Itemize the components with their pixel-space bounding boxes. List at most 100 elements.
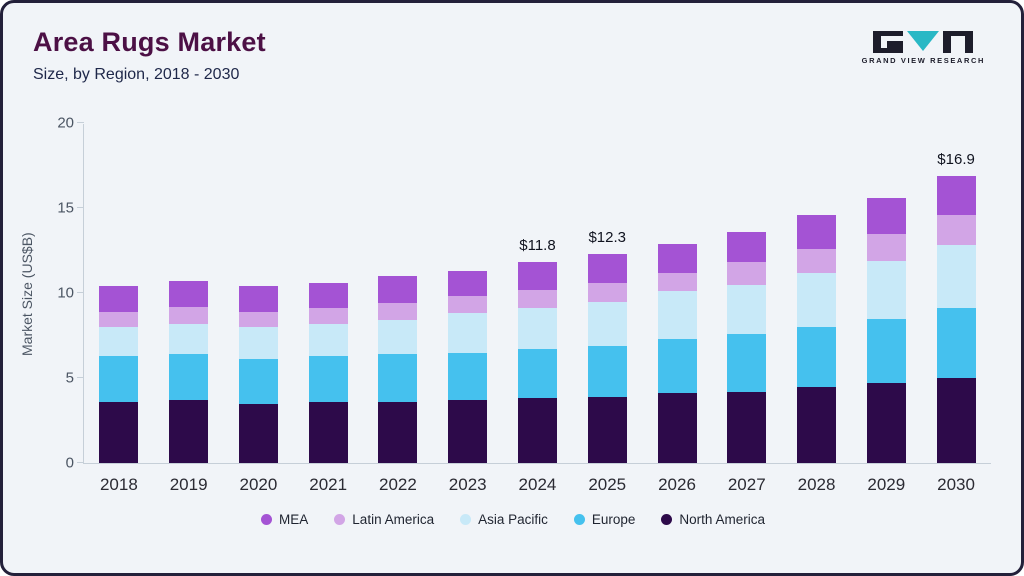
y-tick-label-5: 5 [65,369,74,387]
logo-text: GRAND VIEW RESEARCH [861,56,985,65]
stacked-bar-2021 [308,282,348,463]
bar-segment-north-america-2021 [308,401,348,463]
legend-item-europe: Europe [573,512,636,527]
bar-segment-europe-2028 [797,327,837,387]
legend-label-latin-america: Latin America [352,512,435,527]
header: Area Rugs Market Size, by Region, 2018 -… [3,3,1021,84]
stacked-bar-2030 [936,175,976,463]
bar-segment-north-america-2023 [448,400,488,463]
bar-segment-north-america-2030 [936,378,976,463]
bar-segment-mea-2027 [727,231,767,263]
bar-segment-europe-2030 [936,308,976,378]
title-block: Area Rugs Market Size, by Region, 2018 -… [33,27,266,84]
plot-column: 0 5 10 15 20 2018 2019 2020 2021 2022 2023 $11.8 202… [35,98,991,527]
bar-2029: 2029 [866,197,906,494]
bar-segment-north-america-2024 [517,398,557,463]
bar-segment-asia-pacific-2025 [587,301,627,346]
stacked-bar-2020 [238,286,278,463]
y-tick-label-0: 0 [65,454,74,472]
bar-segment-asia-pacific-2020 [238,327,278,360]
legend-dot-latin-america [334,514,346,525]
legend-label-mea: MEA [279,512,309,527]
x-tick-label-2020: 2020 [239,475,278,494]
x-tick-label-2026: 2026 [658,475,696,494]
x-tick-label-2019: 2019 [169,475,208,494]
bar-segment-latin-america-2028 [797,248,837,273]
bar-segment-latin-america-2025 [587,282,627,302]
bar-segment-asia-pacific-2029 [866,260,906,319]
legend-label-europe: Europe [591,512,636,527]
stacked-bar-2024 [517,262,557,463]
bar-segment-north-america-2022 [378,401,418,463]
bar-segment-mea-2022 [378,276,418,304]
bar-2020: 2020 [238,286,278,494]
bar-segment-mea-2029 [866,197,906,234]
bars-container: 2018 2019 2020 2021 2022 2023 $11.8 2024 $12.3 20… [84,124,991,494]
bar-segment-latin-america-2019 [169,306,209,324]
bar-segment-europe-2029 [866,318,906,384]
legend: MEA Latin America Asia Pacific Europe North … [35,512,991,527]
y-tick-mark-15 [77,207,84,208]
legend-item-mea: MEA [261,512,308,527]
bar-segment-asia-pacific-2022 [378,320,418,355]
bar-segment-latin-america-2023 [448,296,488,314]
bar-segment-mea-2023 [448,270,488,297]
bar-segment-europe-2018 [99,355,139,402]
legend-dot-asia-pacific [460,514,472,525]
bar-segment-asia-pacific-2019 [169,323,209,355]
stacked-bar-2028 [797,214,837,463]
bar-2019: 2019 [169,281,209,494]
legend-label-asia-pacific: Asia Pacific [478,512,548,527]
bar-segment-north-america-2026 [657,393,697,463]
bar-segment-north-america-2027 [727,391,767,463]
y-tick-mark-0 [77,462,84,463]
bar-segment-north-america-2029 [866,383,906,463]
plot-area: 0 5 10 15 20 2018 2019 2020 2021 2022 2023 $11.8 202… [57,115,991,494]
bar-2023: 2023 [448,270,488,494]
bar-segment-latin-america-2026 [657,272,697,292]
x-tick-label-2022: 2022 [379,475,417,494]
bar-segment-mea-2028 [797,214,837,249]
x-tick-label-2028: 2028 [797,475,836,494]
legend-item-latin-america: Latin America [334,512,434,527]
bar-2024: $11.8 2024 [517,237,557,494]
page-title: Area Rugs Market [33,27,266,57]
stacked-bar-2027 [727,231,767,463]
bar-segment-latin-america-2030 [936,214,976,246]
bar-segment-europe-2027 [727,333,767,392]
stacked-bar-2022 [378,276,418,463]
y-tick-mark-5 [77,377,84,378]
legend-label-north-america: North America [679,512,765,527]
bar-segment-asia-pacific-2030 [936,245,976,309]
bar-segment-latin-america-2018 [99,311,139,328]
x-tick-label-2030: 2030 [937,475,975,494]
bar-segment-asia-pacific-2018 [99,327,139,356]
bar-segment-north-america-2020 [238,403,278,463]
bar-segment-europe-2021 [308,355,348,402]
legend-dot-north-america [661,514,673,525]
y-tick-label-20: 20 [57,114,74,132]
bar-2018: 2018 [99,286,139,494]
x-tick-label-2024: 2024 [518,475,557,494]
y-tick-label-15: 15 [57,199,74,217]
x-tick-label-2021: 2021 [309,475,348,494]
x-tick-label-2023: 2023 [448,475,487,494]
bar-segment-north-america-2028 [797,386,837,463]
bar-segment-asia-pacific-2021 [308,323,348,356]
bar-segment-mea-2026 [657,243,697,273]
y-tick-mark-10 [77,292,84,293]
bar-2022: 2022 [378,276,418,494]
bar-segment-latin-america-2024 [517,289,557,309]
bar-segment-europe-2019 [169,354,209,401]
bar-segment-latin-america-2029 [866,233,906,261]
bar-segment-mea-2018 [99,286,139,312]
bar-segment-asia-pacific-2026 [657,291,697,339]
legend-dot-mea [261,514,273,525]
stacked-bar-2018 [99,286,139,463]
bar-segment-north-america-2019 [169,400,209,463]
bar-segment-mea-2024 [517,262,557,290]
bar-segment-asia-pacific-2028 [797,272,837,327]
y-axis-title: Market Size (US$B) [19,232,35,356]
legend-item-asia-pacific: Asia Pacific [460,512,548,527]
